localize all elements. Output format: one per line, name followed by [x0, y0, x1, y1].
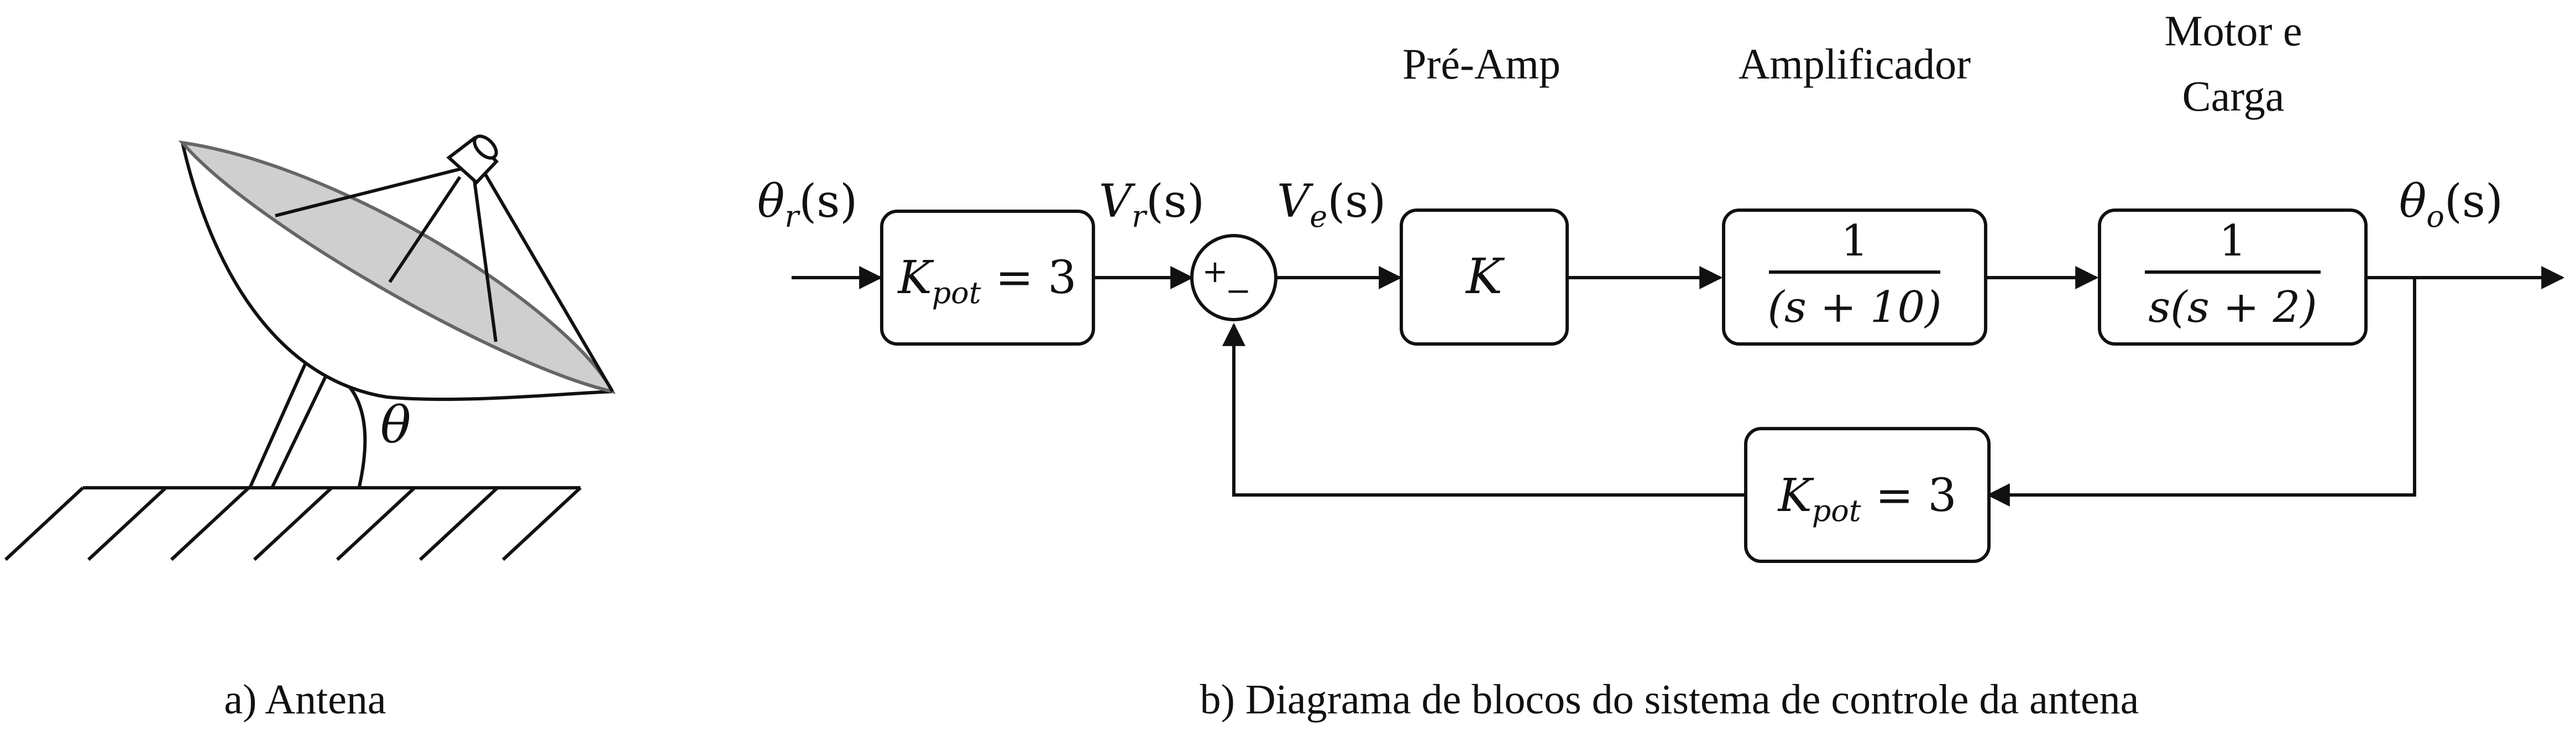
signal-ve-label: Ve(s)	[1277, 175, 1386, 234]
block-preamp-gain: K	[1400, 208, 1569, 346]
block-motor-load: 1 s(s + 2)	[2098, 208, 2368, 346]
block-diagram: Pré-Amp Amplificador Motor e Carga θr(s)…	[757, 7, 2565, 563]
svg-text:K: K	[1465, 248, 1505, 305]
signal-vr-label: Vr(s)	[1099, 175, 1205, 234]
svg-text:1: 1	[1841, 216, 1868, 266]
feed-horn	[446, 134, 499, 185]
wire-feedback-to-kpot	[1986, 278, 2416, 507]
label-amplifier: Amplificador	[1739, 40, 1971, 88]
svg-text:1: 1	[2219, 216, 2247, 266]
signal-output-label: θo(s)	[2399, 175, 2503, 234]
antenna-illustration: θ	[4, 134, 616, 561]
label-preamp: Pré-Amp	[1402, 40, 1561, 88]
block-amplifier: 1 (s + 10)	[1722, 208, 1987, 346]
signal-input-label: θr(s)	[757, 175, 857, 234]
block-kpot-forward: Kpot = 3	[880, 210, 1095, 346]
svg-text:Kpot = 3: Kpot = 3	[897, 252, 1076, 310]
feed-struts	[275, 167, 614, 393]
svg-text:(s + 10): (s + 10)	[1767, 283, 1941, 332]
summing-junction: + −	[1190, 234, 1277, 321]
svg-text:Kpot = 3: Kpot = 3	[1777, 470, 1956, 528]
ground-hatching	[4, 486, 582, 561]
svg-text:s(s + 2): s(s + 2)	[2148, 283, 2317, 332]
block-kpot-feedback: Kpot = 3	[1744, 427, 1991, 563]
caption-antenna: a) Antena	[224, 676, 386, 723]
sum-minus-sign: −	[1226, 273, 1252, 309]
wire-feedback-to-sum	[1222, 322, 1746, 497]
antenna-mast	[248, 351, 334, 489]
label-motor-line1: Motor e	[2164, 7, 2302, 55]
label-motor-line2: Carga	[2182, 72, 2285, 120]
caption-diagram: b) Diagrama de blocos do sistema de cont…	[1200, 676, 2139, 723]
elevation-angle-label: θ	[380, 395, 411, 455]
sum-plus-sign: +	[1202, 254, 1228, 290]
